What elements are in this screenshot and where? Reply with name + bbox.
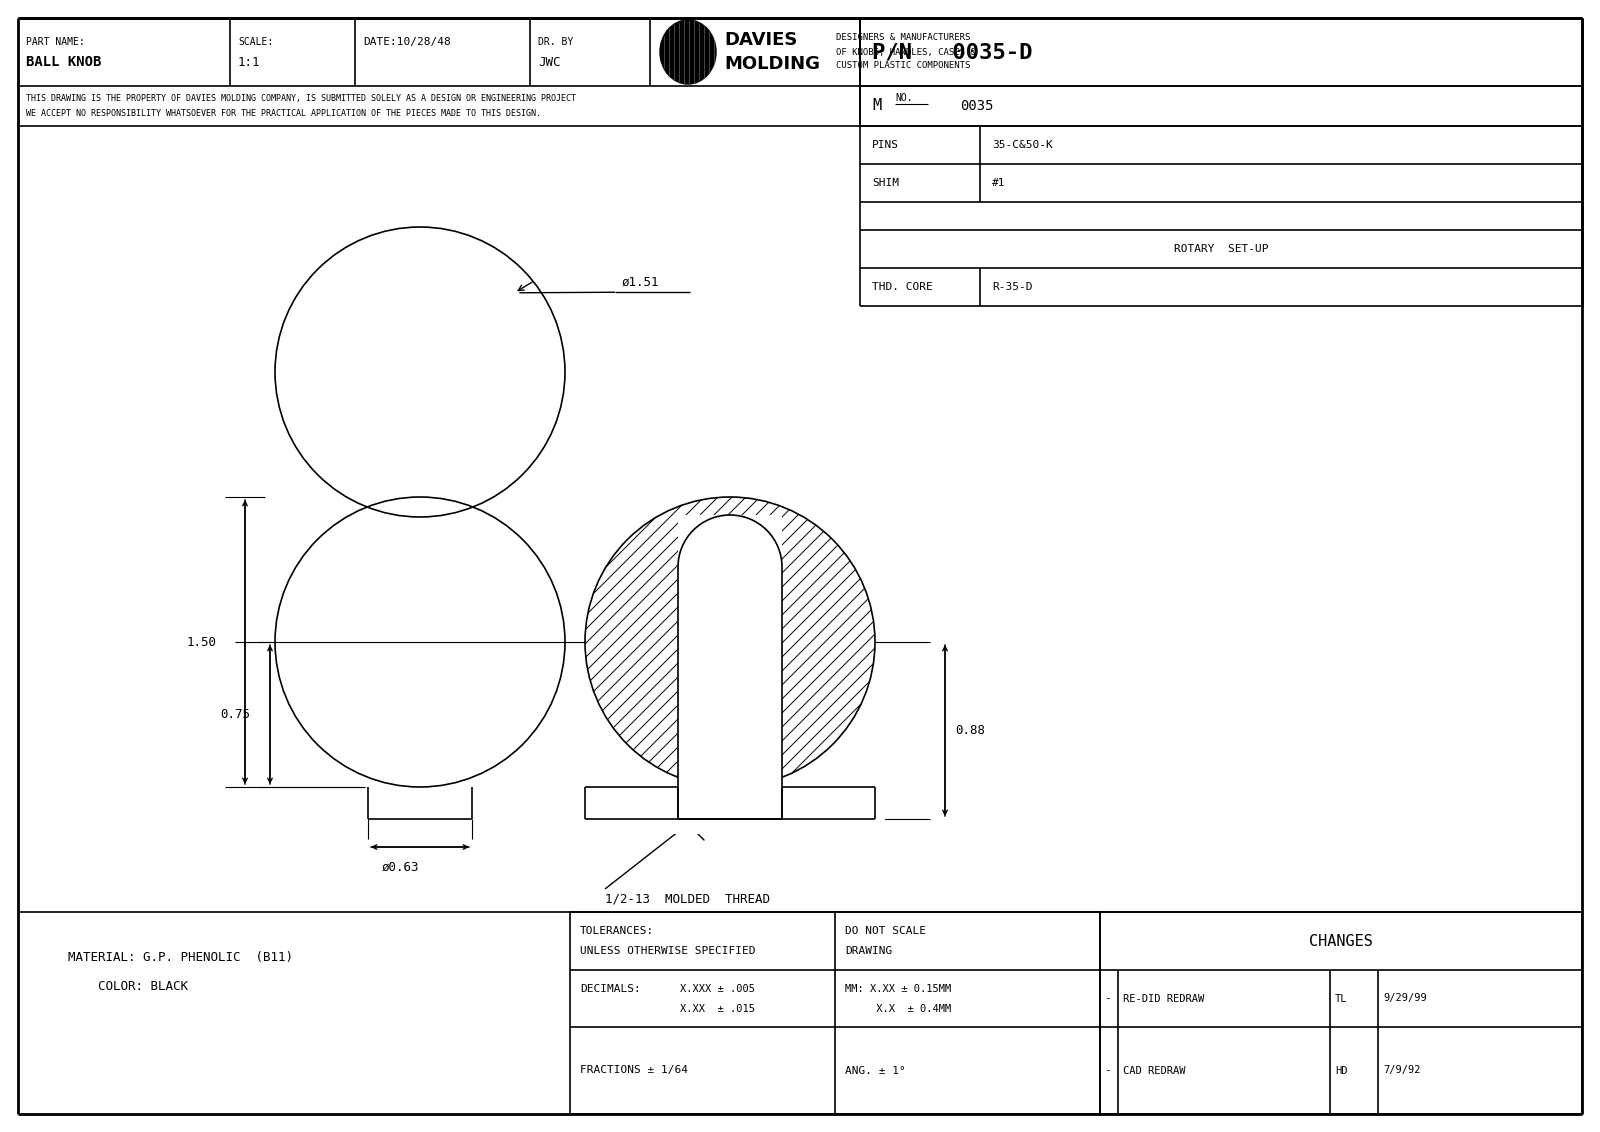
Text: 1/2-13  MOLDED  THREAD: 1/2-13 MOLDED THREAD xyxy=(605,892,770,906)
Text: PINS: PINS xyxy=(872,140,899,151)
Text: 1.50: 1.50 xyxy=(187,635,218,649)
Text: X.X  ± 0.4MM: X.X ± 0.4MM xyxy=(845,1003,952,1013)
Text: 0.88: 0.88 xyxy=(955,724,986,737)
Text: R-35-D: R-35-D xyxy=(992,282,1032,292)
Text: JWC: JWC xyxy=(538,55,560,69)
Text: DESIGNERS & MANUFACTURERS: DESIGNERS & MANUFACTURERS xyxy=(835,34,970,43)
Bar xyxy=(678,515,782,818)
Text: WE ACCEPT NO RESPONSIBILITY WHATSOEVER FOR THE PRACTICAL APPLICATION OF THE PIEC: WE ACCEPT NO RESPONSIBILITY WHATSOEVER F… xyxy=(26,109,541,118)
Text: RE-DID REDRAW: RE-DID REDRAW xyxy=(1123,994,1205,1003)
Text: TL: TL xyxy=(1334,994,1347,1003)
Text: ANG. ± 1°: ANG. ± 1° xyxy=(845,1065,906,1075)
Text: SCALE:: SCALE: xyxy=(238,37,274,48)
Text: 0.75: 0.75 xyxy=(221,708,250,721)
Text: DR. BY: DR. BY xyxy=(538,37,573,48)
Text: -: - xyxy=(1104,994,1110,1003)
Text: HD: HD xyxy=(1334,1065,1347,1075)
Text: BALL KNOB: BALL KNOB xyxy=(26,55,101,69)
Text: X.XXX ± .005: X.XXX ± .005 xyxy=(680,984,755,994)
Text: P/N   0035-D: P/N 0035-D xyxy=(872,42,1032,62)
Text: THD. CORE: THD. CORE xyxy=(872,282,933,292)
Text: -: - xyxy=(1104,1065,1110,1075)
Text: OF KNOBS, HANDLES, CASES &: OF KNOBS, HANDLES, CASES & xyxy=(835,48,976,57)
Text: DATE:10/28/48: DATE:10/28/48 xyxy=(363,37,451,48)
Text: 1:1: 1:1 xyxy=(238,55,261,69)
Text: M: M xyxy=(872,98,882,113)
Text: CUSTOM PLASTIC COMPONENTS: CUSTOM PLASTIC COMPONENTS xyxy=(835,61,970,70)
Text: TOLERANCES:: TOLERANCES: xyxy=(579,926,654,936)
Text: ø0.63: ø0.63 xyxy=(382,860,419,874)
Text: NO.: NO. xyxy=(894,93,912,103)
Bar xyxy=(1101,912,1582,1114)
Text: CHANGES: CHANGES xyxy=(1309,934,1373,949)
Text: X.XX  ± .015: X.XX ± .015 xyxy=(680,1003,755,1013)
Bar xyxy=(574,782,885,834)
Text: 0035: 0035 xyxy=(960,98,994,113)
Text: MATERIAL: G.P. PHENOLIC  (B11): MATERIAL: G.P. PHENOLIC (B11) xyxy=(67,951,293,963)
Text: ø1.51: ø1.51 xyxy=(622,276,659,289)
Text: DRAWING: DRAWING xyxy=(845,946,893,957)
Text: MM: X.XX ± 0.15MM: MM: X.XX ± 0.15MM xyxy=(845,984,952,994)
Text: DECIMALS:: DECIMALS: xyxy=(579,984,640,994)
Text: DAVIES: DAVIES xyxy=(723,31,797,49)
Text: CAD REDRAW: CAD REDRAW xyxy=(1123,1065,1186,1075)
Text: DO NOT SCALE: DO NOT SCALE xyxy=(845,926,926,936)
Text: #1: #1 xyxy=(992,178,1005,188)
Text: PART NAME:: PART NAME: xyxy=(26,37,85,48)
Ellipse shape xyxy=(661,20,717,84)
Text: UNLESS OTHERWISE SPECIFIED: UNLESS OTHERWISE SPECIFIED xyxy=(579,946,755,957)
Bar xyxy=(570,912,1101,1114)
Circle shape xyxy=(586,497,875,787)
Text: 35-C&50-K: 35-C&50-K xyxy=(992,140,1053,151)
Text: FRACTIONS ± 1/64: FRACTIONS ± 1/64 xyxy=(579,1065,688,1075)
Text: THIS DRAWING IS THE PROPERTY OF DAVIES MOLDING COMPANY, IS SUBMITTED SOLELY AS A: THIS DRAWING IS THE PROPERTY OF DAVIES M… xyxy=(26,94,576,103)
Text: 9/29/99: 9/29/99 xyxy=(1382,994,1427,1003)
Text: COLOR: BLACK: COLOR: BLACK xyxy=(67,980,189,994)
Text: 7/9/92: 7/9/92 xyxy=(1382,1065,1421,1075)
Text: SHIM: SHIM xyxy=(872,178,899,188)
Text: ROTARY  SET-UP: ROTARY SET-UP xyxy=(1174,245,1269,254)
Text: MOLDING: MOLDING xyxy=(723,55,819,72)
